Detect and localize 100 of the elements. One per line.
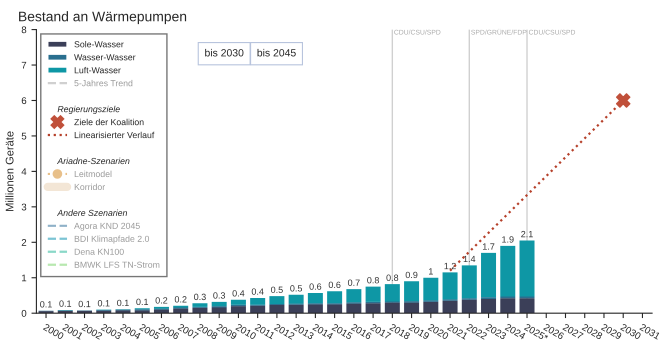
legend-label: Agora KND 2045 (74, 222, 140, 231)
bar (230, 300, 246, 305)
bar (366, 303, 381, 314)
total-label: 0.6 (309, 283, 322, 290)
total-label: 0.1 (98, 300, 110, 306)
bar (346, 289, 362, 302)
bar (327, 291, 342, 304)
x-tick-label: 2030 (620, 323, 642, 340)
legend-label: Korridor (74, 184, 106, 190)
x-tick-label: 2018 (389, 323, 411, 340)
x-tick-label: 2019 (408, 323, 430, 340)
x-tick-label: 2021 (446, 323, 468, 340)
x-tick-label: 2000 (42, 323, 64, 340)
y-tick-label: 3 (22, 204, 26, 210)
bar (404, 302, 420, 314)
total-label: 0.6 (328, 282, 340, 288)
total-label: 0.8 (386, 274, 398, 281)
total-label: 1.9 (502, 236, 514, 243)
x-tick-label: 2011 (254, 323, 276, 340)
x-tick-label: 2006 (158, 323, 180, 340)
legend-label: 5-Jahres Trend (74, 80, 132, 86)
bar (308, 304, 323, 314)
x-tick-label: 2015 (331, 323, 353, 340)
bar (481, 299, 496, 314)
y-axis-title: Millionen Geräte (5, 131, 14, 211)
x-tick-label: 2007 (178, 323, 199, 340)
x-tick-label: 2020 (428, 323, 450, 340)
bar (520, 240, 535, 297)
bar (269, 296, 284, 304)
x-tick-label: 2017 (370, 323, 392, 340)
annotation: Ariadne-Szenarien (56, 158, 130, 164)
bar (230, 306, 246, 314)
x-tick-label: 2010 (235, 323, 257, 340)
total-label: 0.1 (59, 300, 72, 307)
legend-label: Dena KN100 (74, 248, 124, 255)
x-tick-label: 2016 (350, 323, 372, 340)
total-label: 0.2 (174, 296, 187, 303)
total-label: 1.7 (482, 243, 494, 250)
bar (520, 298, 535, 314)
bar (250, 298, 266, 305)
x-tick-label: 2001 (62, 323, 84, 340)
total-label: 0.3 (213, 292, 226, 299)
x-tick-label: 2013 (292, 323, 314, 340)
y-tick-label: 2 (22, 239, 26, 246)
legend-label: Linearisierter Verlauf (74, 132, 154, 138)
total-label: 0.3 (194, 294, 206, 300)
legend-label: Sole-Wasser (74, 40, 124, 48)
x-tick-label: 2023 (485, 323, 507, 340)
total-label: 0.8 (367, 277, 379, 284)
x-tick-label: 2004 (120, 323, 142, 340)
bar (500, 246, 516, 297)
x-tick-label: 2027 (562, 323, 584, 340)
annotation: bis 2030 (205, 48, 244, 56)
y-tick-label: 0 (22, 310, 26, 317)
bar (366, 286, 381, 302)
bar (404, 281, 420, 302)
y-tick-label: 8 (22, 26, 26, 34)
bar (481, 252, 496, 298)
total-label: 0.1 (136, 298, 148, 306)
x-tick-label: 2002 (81, 323, 103, 340)
bar (192, 303, 208, 307)
chart-title: Bestand an Wärmepumpen (19, 11, 186, 24)
x-tick-label: 2014 (312, 323, 334, 340)
x-tick-label: 2031 (639, 323, 661, 340)
total-label: 0.5 (270, 286, 283, 293)
total-label: 1.4 (464, 256, 476, 262)
bar (423, 278, 438, 300)
bar (500, 298, 516, 314)
legend-label: Leitmodel (74, 170, 112, 178)
x-tick-label: 2024 (504, 323, 526, 340)
bar (327, 304, 342, 314)
total-label: 0.2 (156, 297, 168, 304)
total-label: 0.4 (232, 290, 244, 297)
legend-label: BMWK LFS TN-Strom (74, 262, 160, 268)
total-label: 0.7 (348, 279, 360, 286)
bar (269, 305, 284, 314)
y-tick-label: 4 (22, 168, 26, 175)
bar (346, 304, 362, 314)
bar (462, 265, 477, 298)
x-tick-label: 2005 (139, 323, 160, 340)
y-tick-label: 6 (22, 97, 26, 104)
x-tick-label: 2003 (100, 323, 122, 340)
bar (212, 302, 227, 306)
legend-label: Ziele der Koalition (74, 118, 144, 126)
x-tick-label: 2009 (216, 323, 238, 340)
x-tick-label: 2028 (582, 323, 603, 340)
bar (384, 284, 400, 302)
x-tick-label: 2022 (466, 323, 488, 340)
annotation: bis 2045 (258, 48, 296, 56)
total-label: 0.1 (78, 300, 90, 308)
total-label: 0.1 (40, 301, 52, 308)
legend-label: BDI Klimapfade 2.0 (74, 235, 150, 244)
bar (462, 300, 477, 314)
total-label: 0.4 (252, 288, 264, 295)
y-tick-label: 7 (22, 62, 26, 69)
x-tick-label: 2008 (196, 323, 218, 340)
x-tick-label: 2029 (600, 323, 622, 340)
bar (384, 302, 400, 314)
total-label: 0.1 (117, 300, 129, 306)
bar (288, 304, 304, 314)
